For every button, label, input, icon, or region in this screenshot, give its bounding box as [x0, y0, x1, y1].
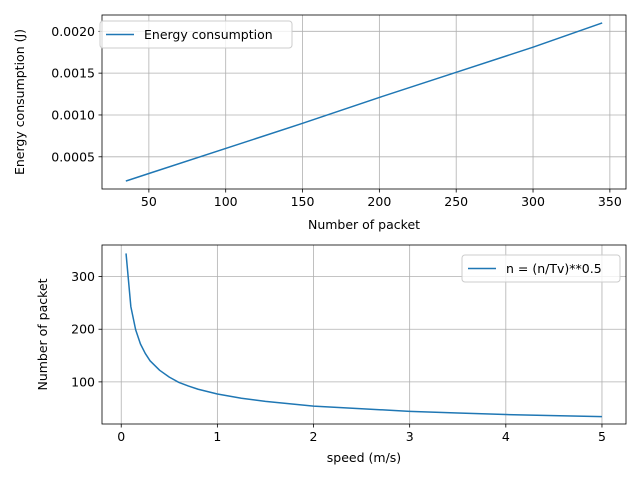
y-tick-label: 0.0010 [51, 107, 95, 122]
chart-packets-vs-speed: 0 1 2 3 4 5 100 200 300 speed (m/s) Number of pack… [35, 244, 627, 465]
x-tick-label: 5 [598, 429, 606, 444]
y-tick-label: 300 [71, 269, 95, 284]
legend: n = (n/Tv)**0.5 [461, 254, 621, 283]
x-tick-label: 50 [141, 194, 157, 209]
x-tick-label: 150 [291, 194, 315, 209]
x-tick-label: 250 [444, 194, 468, 209]
y-tick-label: 200 [71, 322, 95, 337]
x-tick-label: 350 [598, 194, 622, 209]
series-line [125, 253, 602, 418]
y-tick-label: 0.0015 [51, 66, 95, 81]
x-axis-label: Number of packet [308, 217, 420, 232]
x-tick-label: 2 [310, 429, 318, 444]
legend-box [461, 254, 621, 283]
y-axis-label: Number of packet [35, 278, 50, 390]
x-axis-label: speed (m/s) [327, 450, 401, 465]
x-tick-label: 4 [502, 429, 510, 444]
x-tick-label: 0 [117, 429, 125, 444]
y-tick-label: 0.0020 [51, 24, 95, 39]
chart-energy-vs-packets: 50 100 150 200 250 300 350 0.0005 0.0010 0.0015 0.… [12, 14, 627, 232]
x-tick-label: 200 [367, 194, 391, 209]
y-tick-label: 0.0005 [51, 149, 95, 164]
legend: Energy consumption [99, 20, 293, 49]
legend-label: n = (n/Tv)**0.5 [506, 261, 602, 276]
x-tick-label: 3 [406, 429, 414, 444]
axes-frame [101, 244, 627, 425]
x-tick-label: 1 [213, 429, 221, 444]
y-axis-label: Energy consumption (J) [12, 29, 27, 175]
legend-label: Energy consumption [144, 27, 273, 42]
y-tick-label: 100 [71, 374, 95, 389]
series-line [125, 22, 603, 182]
x-tick-label: 100 [214, 194, 238, 209]
x-tick-label: 300 [521, 194, 545, 209]
legend-box [99, 20, 293, 49]
axes-frame [101, 14, 627, 190]
